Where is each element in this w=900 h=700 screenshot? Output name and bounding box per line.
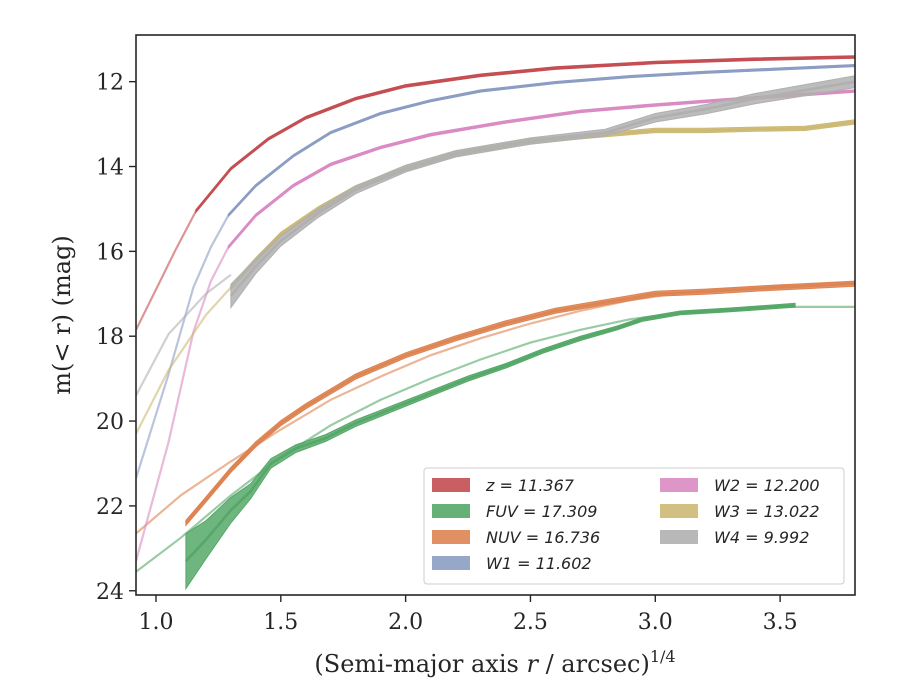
plot-frame (135, 34, 856, 596)
x-axis-title: (Semi-major axis r / arcsec)1/4 (314, 647, 675, 678)
y-tick-label: 18 (96, 325, 124, 350)
series-z-band (195, 55, 855, 214)
x-tick-label: 3.0 (638, 610, 673, 635)
legend-swatch-w2 (660, 478, 698, 492)
legend-swatch-fuv (432, 504, 470, 518)
x-tick-label: 2.0 (388, 610, 423, 635)
legend-swatch-w1 (432, 556, 470, 570)
series-fuv-band (185, 302, 796, 591)
legend: z = 11.367 FUV = 17.309 NUV = 16.736 W1 = 1… (423, 467, 845, 585)
y-tick-label: 20 (96, 410, 124, 435)
series-w3-model-line (136, 286, 232, 435)
series-w2-line (227, 89, 855, 248)
legend-label-w1: W1 = 11.602 (486, 554, 592, 573)
legend-label-z: z = 11.367 (485, 476, 575, 495)
series-nuv-line (184, 282, 855, 524)
legend-swatch-z (432, 478, 470, 492)
legend-swatch-w4 (660, 530, 698, 544)
series-nuv-band (185, 280, 855, 527)
legend-swatch-w3 (660, 504, 698, 518)
legend-label-nuv: NUV = 16.736 (486, 528, 600, 547)
legend-label-w4: W4 = 9.992 (714, 528, 809, 547)
y-axis: 12 14 16 18 20 22 24 (96, 71, 136, 605)
legend-frame (423, 467, 845, 585)
legend-label-fuv: FUV = 17.309 (486, 502, 597, 521)
legend-swatch-nuv (432, 530, 470, 544)
y-tick-label: 14 (96, 156, 124, 181)
x-tick-label: 2.5 (513, 610, 548, 635)
series-w1-line (227, 64, 855, 217)
y-tick-label: 22 (96, 495, 124, 520)
plot-area (136, 55, 855, 591)
x-tick-label: 1.0 (138, 610, 173, 635)
series-z-line (194, 55, 855, 212)
series-w1-model-line (136, 214, 230, 479)
x-axis: 1.0 1.5 2.0 2.5 3.0 3.5 (138, 595, 798, 635)
y-tick-label: 12 (96, 71, 124, 96)
series-fuv-line (184, 303, 796, 562)
y-tick-label: 16 (96, 240, 124, 265)
legend-label-w3: W3 = 13.022 (714, 502, 820, 521)
series-z-model-line (136, 210, 197, 331)
y-tick-label: 24 (96, 580, 124, 605)
x-tick-label: 1.5 (263, 610, 298, 635)
y-axis-title: m(< r) (mag) (48, 235, 76, 394)
series-w4-band (230, 75, 855, 310)
x-tick-label: 3.5 (763, 610, 798, 635)
series-w4-line (229, 80, 855, 297)
series-w4-model-line (136, 273, 232, 397)
legend-label-w2: W2 = 12.200 (714, 476, 820, 495)
